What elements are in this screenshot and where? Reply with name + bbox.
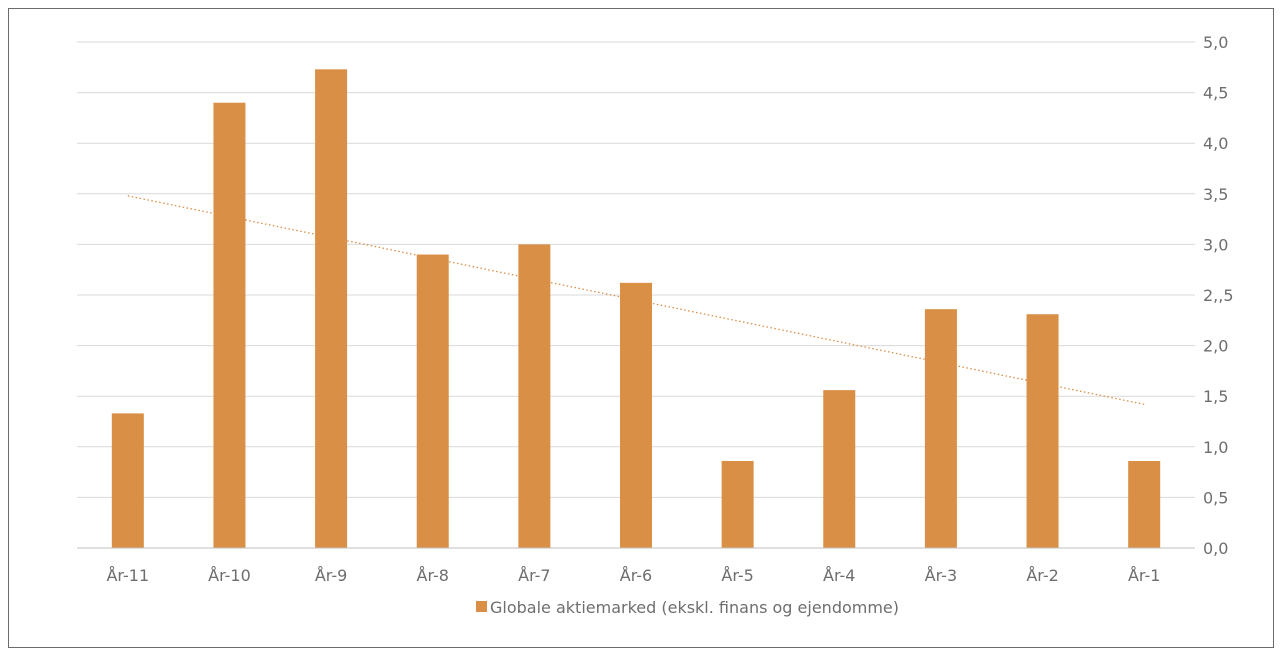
gridlines (77, 41, 1195, 498)
y-tick-label: 2,,5 (1203, 286, 1234, 305)
legend-swatch (476, 601, 487, 612)
bars (111, 69, 1161, 548)
x-tick-label: År-1 (1128, 566, 1160, 585)
x-tick-label: År-6 (620, 566, 652, 585)
bar (1026, 314, 1059, 548)
x-tick-label: År-3 (925, 566, 957, 585)
bar (620, 282, 652, 548)
bar (1128, 460, 1161, 548)
legend-label: Globale aktiemarked (ekskl. finans og ej… (490, 598, 899, 617)
x-tick-label: År-2 (1026, 566, 1058, 585)
y-tick-label: 5,0 (1203, 33, 1228, 52)
x-tick-label: År-11 (106, 566, 149, 585)
x-tick-label: År-8 (417, 566, 449, 585)
y-tick-label: 0,5 (1203, 488, 1228, 507)
bar-chart: 0,0 0,5 1,0 1,5 2,0 2,,5 3,0 3,5 4,0 4,5 5,0 År-11… (77, 33, 1234, 617)
bar (518, 244, 551, 548)
legend: Globale aktiemarked (ekskl. finans og ej… (476, 598, 899, 617)
bar (111, 413, 144, 548)
x-tick-label: År-10 (208, 566, 251, 585)
bar (924, 309, 957, 548)
x-tick-label: År-5 (721, 566, 753, 585)
y-tick-label: 3,5 (1203, 185, 1228, 204)
x-axis-ticks: År-11 År-10 År-9 År-8 År-7 År-6 År-5 År-4 År-3 År… (106, 566, 1160, 585)
bar (823, 390, 856, 548)
y-tick-label: 1,0 (1203, 438, 1228, 457)
y-tick-label: 4,0 (1203, 134, 1228, 153)
bar (213, 102, 246, 548)
y-tick-label: 1,5 (1203, 387, 1228, 406)
y-tick-label: 4,5 (1203, 84, 1228, 103)
bar (416, 254, 449, 548)
y-axis-ticks: 0,0 0,5 1,0 1,5 2,0 2,,5 3,0 3,5 4,0 4,5 5,0 (1203, 33, 1234, 558)
y-tick-label: 2,0 (1203, 337, 1228, 356)
bar (721, 460, 754, 548)
y-tick-label: 0,0 (1203, 539, 1228, 558)
bar (315, 69, 348, 548)
y-tick-label: 3,0 (1203, 235, 1228, 254)
x-tick-label: År-7 (518, 566, 550, 585)
x-tick-label: År-9 (315, 566, 347, 585)
trendline (127, 195, 1145, 405)
x-tick-label: År-4 (823, 566, 855, 585)
